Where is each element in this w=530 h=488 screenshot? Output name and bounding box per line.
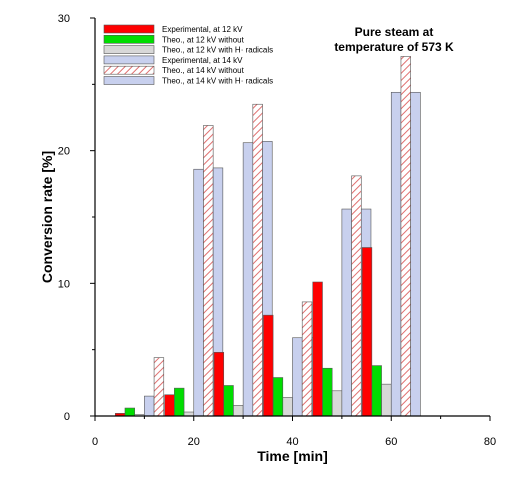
bar-s3-x60 xyxy=(381,383,392,417)
bar-s1-x60 xyxy=(361,247,373,417)
legend-swatch-3 xyxy=(103,45,155,54)
legend-swatch-1 xyxy=(103,24,155,34)
x-tick-label-80: 80 xyxy=(484,436,496,448)
annotation-line-1: Pure steam at xyxy=(355,25,434,39)
bar-s1-x50 xyxy=(312,281,323,417)
bar-s3-x30 xyxy=(233,405,244,417)
bar-s4-x40 xyxy=(292,337,303,417)
bar-s4-x30 xyxy=(242,142,254,417)
bar-s5-x40 xyxy=(301,301,313,417)
y-axis-title: Conversion rate [%] xyxy=(39,151,55,283)
bar-s4-x10 xyxy=(144,395,155,417)
legend-swatch-2 xyxy=(103,34,155,44)
bar-s2-x50 xyxy=(322,367,333,417)
bar-s1-x30 xyxy=(213,352,225,417)
bar-s1-x40 xyxy=(263,314,274,417)
y-tick-label-10: 10 xyxy=(58,278,70,290)
bar-s2-x60 xyxy=(371,365,382,417)
bar-s5-x60 xyxy=(400,56,411,417)
x-tick-label-0: 0 xyxy=(92,436,98,448)
x-tick-label-40: 40 xyxy=(286,436,298,448)
bar-s2-x20 xyxy=(174,387,185,417)
bar-s2-x10 xyxy=(124,407,135,417)
bar-s4-x60 xyxy=(390,91,402,417)
bar-s6-x60 xyxy=(410,91,421,417)
bar-s3-x40 xyxy=(282,397,293,417)
bar-s3-x50 xyxy=(331,390,343,417)
x-axis-title: Time [min] xyxy=(257,448,328,464)
legend-label-2: Theo., at 12 kV without xyxy=(162,35,245,44)
bar-s5-x20 xyxy=(203,125,214,417)
legend-label-5: Theo., at 14 kV without xyxy=(162,66,245,75)
legend-swatch-4 xyxy=(103,55,155,65)
bar-s5-x50 xyxy=(351,175,362,417)
annotation-line-2: temperature of 573 K xyxy=(334,40,454,54)
bar-s4-x50 xyxy=(341,208,352,417)
y-tick-label-30: 30 xyxy=(58,13,70,25)
bar-s5-x10 xyxy=(153,357,165,417)
bar-s4-x20 xyxy=(193,168,204,417)
bar-s1-x20 xyxy=(164,394,175,417)
x-tick-label-20: 20 xyxy=(188,436,200,448)
legend-label-6: Theo., at 14 kV with H· radicals xyxy=(162,77,273,86)
legend-label-3: Theo., at 12 kV with H· radicals xyxy=(162,46,273,55)
legend-label-1: Experimental, at 12 kV xyxy=(162,25,243,34)
legend-swatch-5 xyxy=(103,65,155,75)
legend-swatch-6 xyxy=(103,76,155,85)
x-tick-label-60: 60 xyxy=(385,436,397,448)
y-tick-label-20: 20 xyxy=(58,146,70,158)
bar-s2-x40 xyxy=(272,377,284,417)
bar-s5-x30 xyxy=(252,103,263,417)
bar-s2-x30 xyxy=(223,385,234,417)
y-tick-label-0: 0 xyxy=(64,411,70,423)
legend-label-4: Experimental, at 14 kV xyxy=(162,56,243,65)
